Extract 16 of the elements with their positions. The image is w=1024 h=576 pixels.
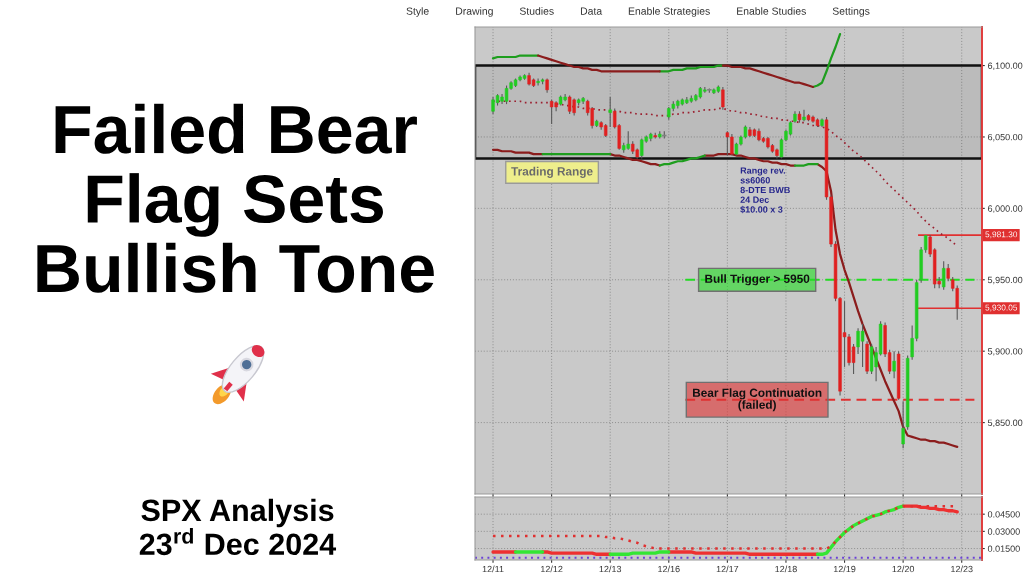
x-tick-label: 12/17 xyxy=(716,565,739,573)
x-tick-label: 12/16 xyxy=(658,565,680,573)
x-tick-label: 12/18 xyxy=(775,565,797,573)
text: Data xyxy=(580,7,603,15)
text: Settings xyxy=(832,7,870,17)
x-tick-label: 12/20 xyxy=(892,565,915,573)
x-tick-label: 12/19 xyxy=(833,565,856,573)
text: Enable Strategies xyxy=(628,7,710,17)
x-tick-label: 12/23 xyxy=(951,565,973,573)
text: Drawing xyxy=(456,7,493,17)
x-tick-label: 12/12 xyxy=(541,565,563,573)
x-tick-label: 12/11 xyxy=(482,565,504,573)
text: Enable Studies xyxy=(737,7,806,15)
x-tick-label: 12/13 xyxy=(599,565,622,573)
text: Style xyxy=(406,7,429,17)
text: Studies xyxy=(519,7,554,15)
